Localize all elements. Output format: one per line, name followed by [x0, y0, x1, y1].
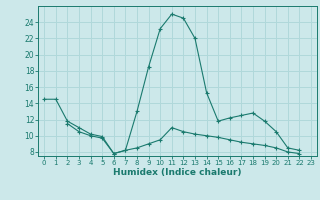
X-axis label: Humidex (Indice chaleur): Humidex (Indice chaleur) [113, 168, 242, 177]
